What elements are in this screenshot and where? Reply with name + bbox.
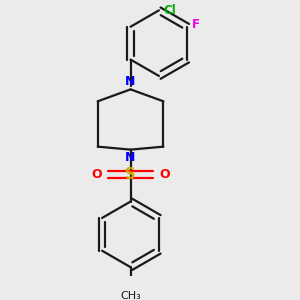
Text: N: N [125, 151, 136, 164]
Text: S: S [125, 167, 136, 182]
Text: Cl: Cl [164, 4, 176, 17]
Text: O: O [159, 168, 170, 181]
Text: N: N [125, 75, 136, 88]
Text: CH₃: CH₃ [120, 291, 141, 300]
Text: O: O [91, 168, 102, 181]
Text: F: F [192, 18, 200, 31]
